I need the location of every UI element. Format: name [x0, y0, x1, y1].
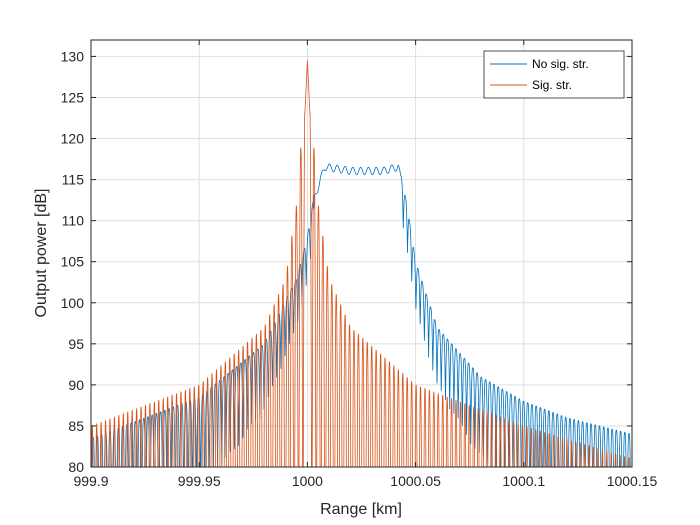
x-axis-title: Range [km] — [320, 501, 402, 518]
plot-frame — [90, 39, 633, 468]
y-tick-label: 125 — [61, 89, 85, 105]
y-tick-label: 100 — [61, 295, 85, 311]
x-tick-label: 999.95 — [178, 473, 221, 489]
y-tick-label: 130 — [61, 48, 85, 64]
series-layer — [91, 60, 631, 467]
y-tick-label: 120 — [61, 131, 85, 147]
y-tick-label: 115 — [62, 172, 85, 188]
x-tick-label: 1000.1 — [502, 473, 545, 489]
y-tick-label: 90 — [68, 377, 84, 393]
x-tick-label: 1000.15 — [607, 473, 658, 489]
y-tick-label: 95 — [68, 336, 84, 352]
legend-label-sig-str: Sig. str. — [532, 78, 572, 92]
y-axis-title: Output power [dB] — [33, 189, 50, 318]
legend-box — [483, 50, 625, 99]
legend: No sig. str. Sig. str. — [483, 50, 625, 99]
grid — [90, 40, 633, 468]
x-tick-label: 1000.05 — [390, 473, 441, 489]
y-tick-label: 110 — [62, 213, 85, 229]
y-tick-label: 80 — [68, 459, 84, 475]
x-tick-label: 1000 — [292, 473, 323, 489]
y-axis: 80 85 90 95 100 105 110 115 120 125 130 — [61, 48, 632, 475]
y-tick-label: 85 — [68, 418, 84, 434]
series-line-sig-str — [91, 60, 630, 467]
x-axis: 999.9 999.95 1000 1000.05 1000.1 1000.15 — [73, 40, 658, 489]
legend-label-no-sig-str: No sig. str. — [532, 57, 589, 71]
x-tick-label: 999.9 — [73, 473, 108, 489]
y-tick-label: 105 — [61, 254, 85, 270]
